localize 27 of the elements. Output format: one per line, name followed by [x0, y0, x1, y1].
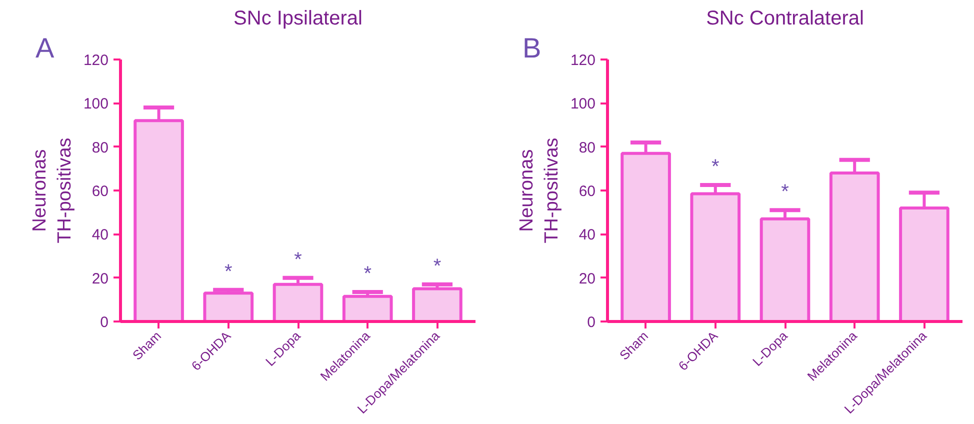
y-tick-label: 20: [92, 270, 109, 288]
data-label: *: [364, 263, 372, 286]
chart-title: SNc Contralateral: [706, 8, 864, 30]
y-tick-label: 120: [83, 52, 109, 69]
y-tick-label: 80: [92, 139, 109, 156]
y-tick-label: 40: [92, 226, 109, 244]
y-tick-label: 100: [570, 96, 596, 113]
bar: [272, 282, 324, 322]
y-tick-label: 100: [83, 96, 109, 113]
y-tick-label: 40: [578, 226, 596, 244]
text: A: [36, 32, 54, 64]
y-tick-label: 80: [578, 139, 596, 156]
data-label: *: [294, 248, 302, 271]
data-label: *: [433, 255, 442, 278]
y-tick-label: 60: [578, 183, 596, 200]
y-tick-label: 120: [570, 52, 596, 69]
data-label: *: [781, 181, 790, 204]
y-tick-label: 0: [587, 314, 596, 331]
y-axis-title: Neuronas TH-positivas: [29, 138, 76, 244]
data-label: *: [224, 260, 232, 283]
y-tick-label: 20: [578, 270, 596, 288]
y-axis-title: Neuronas TH-positivas: [516, 138, 562, 244]
y-tick-label: 0: [100, 314, 108, 331]
data-label: *: [712, 156, 720, 178]
text: B: [522, 32, 542, 64]
chart-title: SNc Ipsilateral: [234, 8, 362, 30]
y-tick-label: 60: [92, 183, 109, 200]
